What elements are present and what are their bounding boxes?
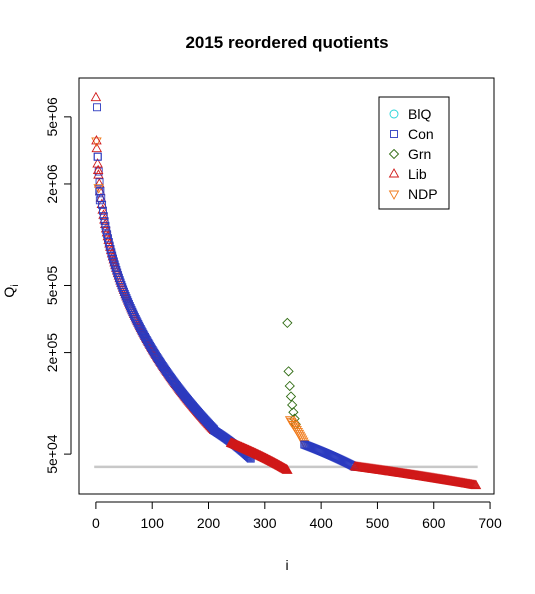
x-tick-label: 200 — [197, 515, 221, 531]
x-tick-label: 600 — [422, 515, 446, 531]
data-point-con — [113, 268, 122, 277]
y-axis-label-group: Qi — [1, 284, 21, 297]
legend-label-ndp: NDP — [408, 186, 438, 202]
y-tick-label: 2e+06 — [44, 164, 60, 204]
y-tick-label: 5e+06 — [44, 97, 60, 137]
data-point-grn — [285, 391, 297, 402]
data-point-con — [121, 292, 130, 300]
data-points — [90, 91, 482, 490]
data-point-con — [109, 254, 117, 263]
data-point-con — [102, 226, 111, 235]
x-tick-label: 300 — [253, 515, 277, 531]
data-point-lib — [90, 91, 102, 102]
data-point-con — [99, 212, 108, 221]
y-axis-label: Q — [1, 287, 17, 298]
x-axis: 0 100 200 300 400 500 600 700 — [92, 501, 502, 531]
data-point-lib — [105, 244, 117, 255]
data-point-con — [119, 285, 128, 294]
y-tick-label: 2e+05 — [44, 333, 60, 373]
x-tick-label: 700 — [478, 515, 502, 531]
data-point-grn — [283, 366, 294, 377]
data-point-con — [122, 294, 131, 302]
data-point-ndp — [91, 137, 102, 147]
y-axis-label-subscript: i — [10, 284, 21, 286]
chart-title: 2015 reordered quotients — [185, 33, 388, 52]
data-point-lib — [100, 222, 112, 233]
y-tick-label: 5e+04 — [44, 434, 60, 474]
x-tick-label: 500 — [366, 515, 390, 531]
data-point-con — [109, 257, 118, 266]
legend-label-grn: Grn — [408, 146, 431, 162]
data-point-lib — [97, 204, 108, 214]
y-tick-label: 5e+05 — [44, 266, 60, 306]
data-point-lib — [104, 238, 115, 248]
data-point-con — [100, 217, 109, 226]
legend-marker-con — [390, 130, 398, 138]
legend-marker-grn — [388, 148, 400, 160]
data-point-con — [93, 103, 101, 112]
legend-marker-blq — [389, 109, 399, 119]
data-point-con — [95, 178, 104, 187]
legend-marker-ndp — [388, 190, 400, 200]
legend: BlQ Con Grn Lib NDP — [378, 96, 450, 210]
data-point-con — [112, 265, 121, 274]
x-tick-label: 0 — [92, 515, 100, 531]
legend-marker-lib — [388, 168, 400, 178]
data-point-grn — [284, 380, 295, 392]
data-point-lib — [99, 214, 110, 224]
data-point-con — [120, 289, 129, 298]
x-tick-label: 400 — [309, 515, 333, 531]
data-point-lib — [282, 464, 293, 474]
x-axis-label: i — [285, 557, 288, 573]
data-point-lib — [101, 227, 113, 237]
data-point-con — [123, 296, 132, 305]
legend-label-lib: Lib — [408, 166, 427, 182]
svg-text:Qi: Qi — [1, 284, 21, 297]
data-point-lib — [91, 134, 102, 145]
data-point-lib — [106, 247, 118, 258]
data-point-ndp — [93, 184, 104, 194]
data-point-con — [120, 287, 128, 296]
data-point-con — [95, 187, 104, 196]
data-point-lib — [99, 218, 111, 229]
legend-label-con: Con — [408, 126, 434, 142]
legend-label-blq: BlQ — [408, 106, 431, 122]
data-point-con — [95, 196, 104, 205]
data-point-grn — [282, 317, 293, 329]
x-tick-label: 100 — [141, 515, 165, 531]
data-point-lib — [93, 169, 104, 179]
data-point-con — [111, 263, 120, 272]
data-point-con — [98, 200, 107, 209]
y-axis: 5e+04 2e+05 5e+05 2e+06 5e+06 — [44, 97, 72, 474]
data-point-con — [98, 206, 107, 215]
data-point-con — [93, 152, 102, 161]
data-point-lib — [91, 142, 103, 153]
data-point-lib — [102, 230, 114, 241]
data-point-grn — [287, 399, 298, 411]
data-point-lib — [105, 241, 116, 251]
plot-frame — [78, 77, 495, 495]
data-point-lib — [470, 479, 482, 490]
data-point-con — [101, 221, 110, 230]
plot-border — [78, 77, 495, 495]
data-point-lib — [103, 234, 114, 244]
data-point-lib — [92, 164, 104, 175]
data-point-con — [110, 260, 119, 269]
